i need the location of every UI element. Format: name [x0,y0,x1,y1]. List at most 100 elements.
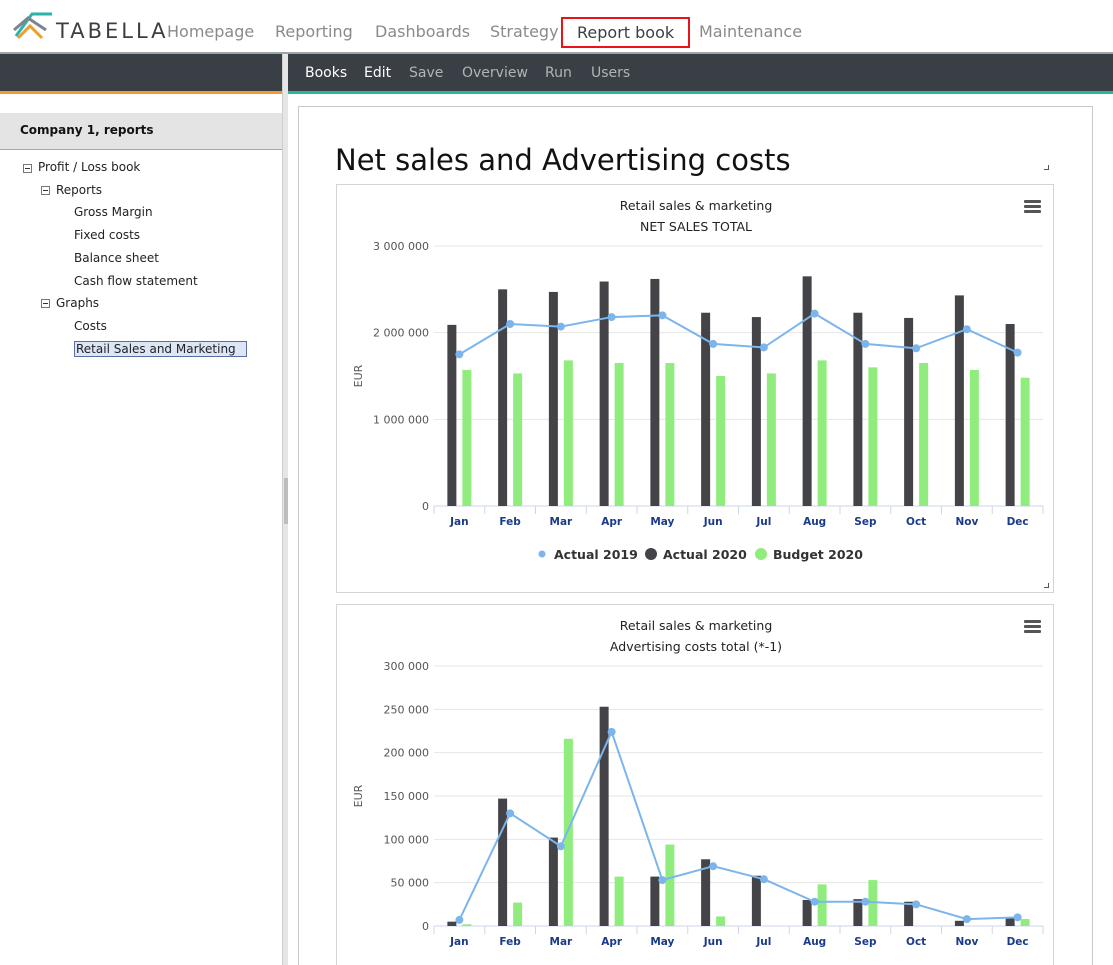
toolbar-save[interactable]: Save [409,65,444,81]
bar-budget-2020 [766,373,776,506]
bar-budget-2020 [513,902,523,926]
tree-item-retail-sales-and-marketing[interactable]: Retail Sales and Marketing [74,341,247,357]
nav-report-book[interactable]: Report book [561,17,691,48]
x-tick-label: Feb [499,516,521,528]
y-tick-label: 200 000 [384,747,430,760]
x-tick-label: Aug [803,516,826,528]
tree-item-balance-sheet[interactable]: Balance sheet [74,251,160,265]
y-tick-label: 0 [422,920,429,933]
point-actual-2019 [1013,348,1022,357]
point-actual-2019 [556,842,565,851]
splitter-grip[interactable] [284,478,288,524]
x-tick-label: Jul [755,936,771,948]
tree-item-gross-margin[interactable]: Gross Margin [74,205,153,219]
chart-title: Retail sales & marketing [619,198,773,213]
nav-reporting[interactable]: Reporting [275,22,353,41]
resize-handle-icon[interactable] [1044,165,1049,170]
legend-label: Actual 2020 [663,547,747,562]
company-header: Company 1, reports [0,113,282,150]
point-actual-2019 [658,311,667,320]
x-tick-label: Oct [906,516,926,528]
point-actual-2019 [709,862,718,871]
point-actual-2019 [759,875,768,884]
collapse-toggle-icon[interactable] [41,186,50,195]
logo-text: TABELLA [56,19,169,43]
toolbar-books[interactable]: Books [305,65,348,81]
chart-menu-icon[interactable] [1024,200,1041,213]
nav-maintenance[interactable]: Maintenance [699,22,803,41]
x-tick-label: Nov [955,516,978,528]
x-tick-label: Sep [854,936,877,948]
legend-marker [755,548,767,560]
x-tick-label: May [650,516,674,528]
toolbar-users[interactable]: Users [591,65,631,81]
point-actual-2019 [861,897,870,906]
bar-budget-2020 [1020,919,1030,926]
x-tick-label: Sep [854,516,877,528]
bar-budget-2020 [513,373,523,506]
collapse-toggle-icon[interactable] [23,164,32,173]
nav-dashboards[interactable]: Dashboards [375,22,471,41]
x-tick-label: Jan [449,936,468,948]
nav-homepage[interactable]: Homepage [167,22,255,41]
toolbar-edit[interactable]: Edit [364,65,392,81]
y-axis-label: EUR [352,784,365,807]
tree-item-cash-flow-statement[interactable]: Cash flow statement [74,274,198,288]
bar-actual-2020 [853,899,863,926]
x-tick-label: Mar [550,936,574,948]
y-tick-label: 2 000 000 [373,327,429,340]
point-actual-2019 [709,339,718,348]
bar-actual-2020 [650,876,660,926]
y-tick-label: 0 [422,500,429,513]
report-tree-panel: Company 1, reports Profit / Loss book Re… [0,97,282,965]
x-tick-label: Mar [550,516,574,528]
point-actual-2019 [759,343,768,352]
y-tick-label: 1 000 000 [373,413,429,426]
chart-subtitle: Advertising costs total (*-1) [609,639,783,654]
net-sales-chart: Retail sales & marketing NET SALES TOTAL… [336,184,1054,593]
bar-budget-2020 [665,363,675,506]
tree-item-graphs[interactable]: Graphs [56,296,100,310]
tree-item-profit-loss-book[interactable]: Profit / Loss book [38,160,141,174]
resize-handle-icon[interactable] [1044,583,1049,588]
bar-actual-2020 [599,706,609,926]
legend-label: Actual 2019 [554,547,638,562]
point-actual-2019 [962,915,971,924]
legend-marker [645,548,657,560]
panel-splitter[interactable] [282,54,288,965]
tree-item-fixed-costs[interactable]: Fixed costs [74,228,141,242]
x-tick-label: Dec [1007,516,1029,528]
page-title: Net sales and Advertising costs [335,143,791,177]
toolbar-run[interactable]: Run [545,65,572,81]
x-tick-label: Apr [601,936,623,948]
collapse-toggle-icon[interactable] [41,299,50,308]
y-tick-label: 100 000 [384,833,430,846]
bar-actual-2020 [498,289,508,506]
point-actual-2019 [861,339,870,348]
tabella-logo[interactable]: TABELLA [12,8,166,48]
legend-label: Budget 2020 [773,547,863,562]
x-tick-label: Apr [601,516,623,528]
bar-budget-2020 [817,884,827,926]
bar-actual-2020 [447,921,457,926]
point-actual-2019 [962,325,971,334]
advertising-costs-plot: 0 50 000 100 000 150 000 200 000 250 000 300 0… [352,660,1044,948]
left-panel-toolbar [0,54,282,94]
toolbar-overview[interactable]: Overview [462,65,528,81]
point-actual-2019 [607,313,616,322]
nav-strategy[interactable]: Strategy [490,22,559,41]
bar-actual-2020 [650,278,660,506]
tree-item-costs[interactable]: Costs [74,319,107,333]
bar-budget-2020 [563,738,573,926]
y-tick-label: 250 000 [384,703,430,716]
chart-menu-icon[interactable] [1024,620,1041,633]
bar-budget-2020 [919,363,929,506]
bar-budget-2020 [817,360,827,506]
point-actual-2019 [607,727,616,736]
tree-item-reports[interactable]: Reports [56,183,103,197]
y-tick-label: 300 000 [384,660,430,673]
line-actual-2019 [458,729,1018,921]
bar-budget-2020 [1020,377,1030,506]
x-tick-label: Aug [803,936,826,948]
